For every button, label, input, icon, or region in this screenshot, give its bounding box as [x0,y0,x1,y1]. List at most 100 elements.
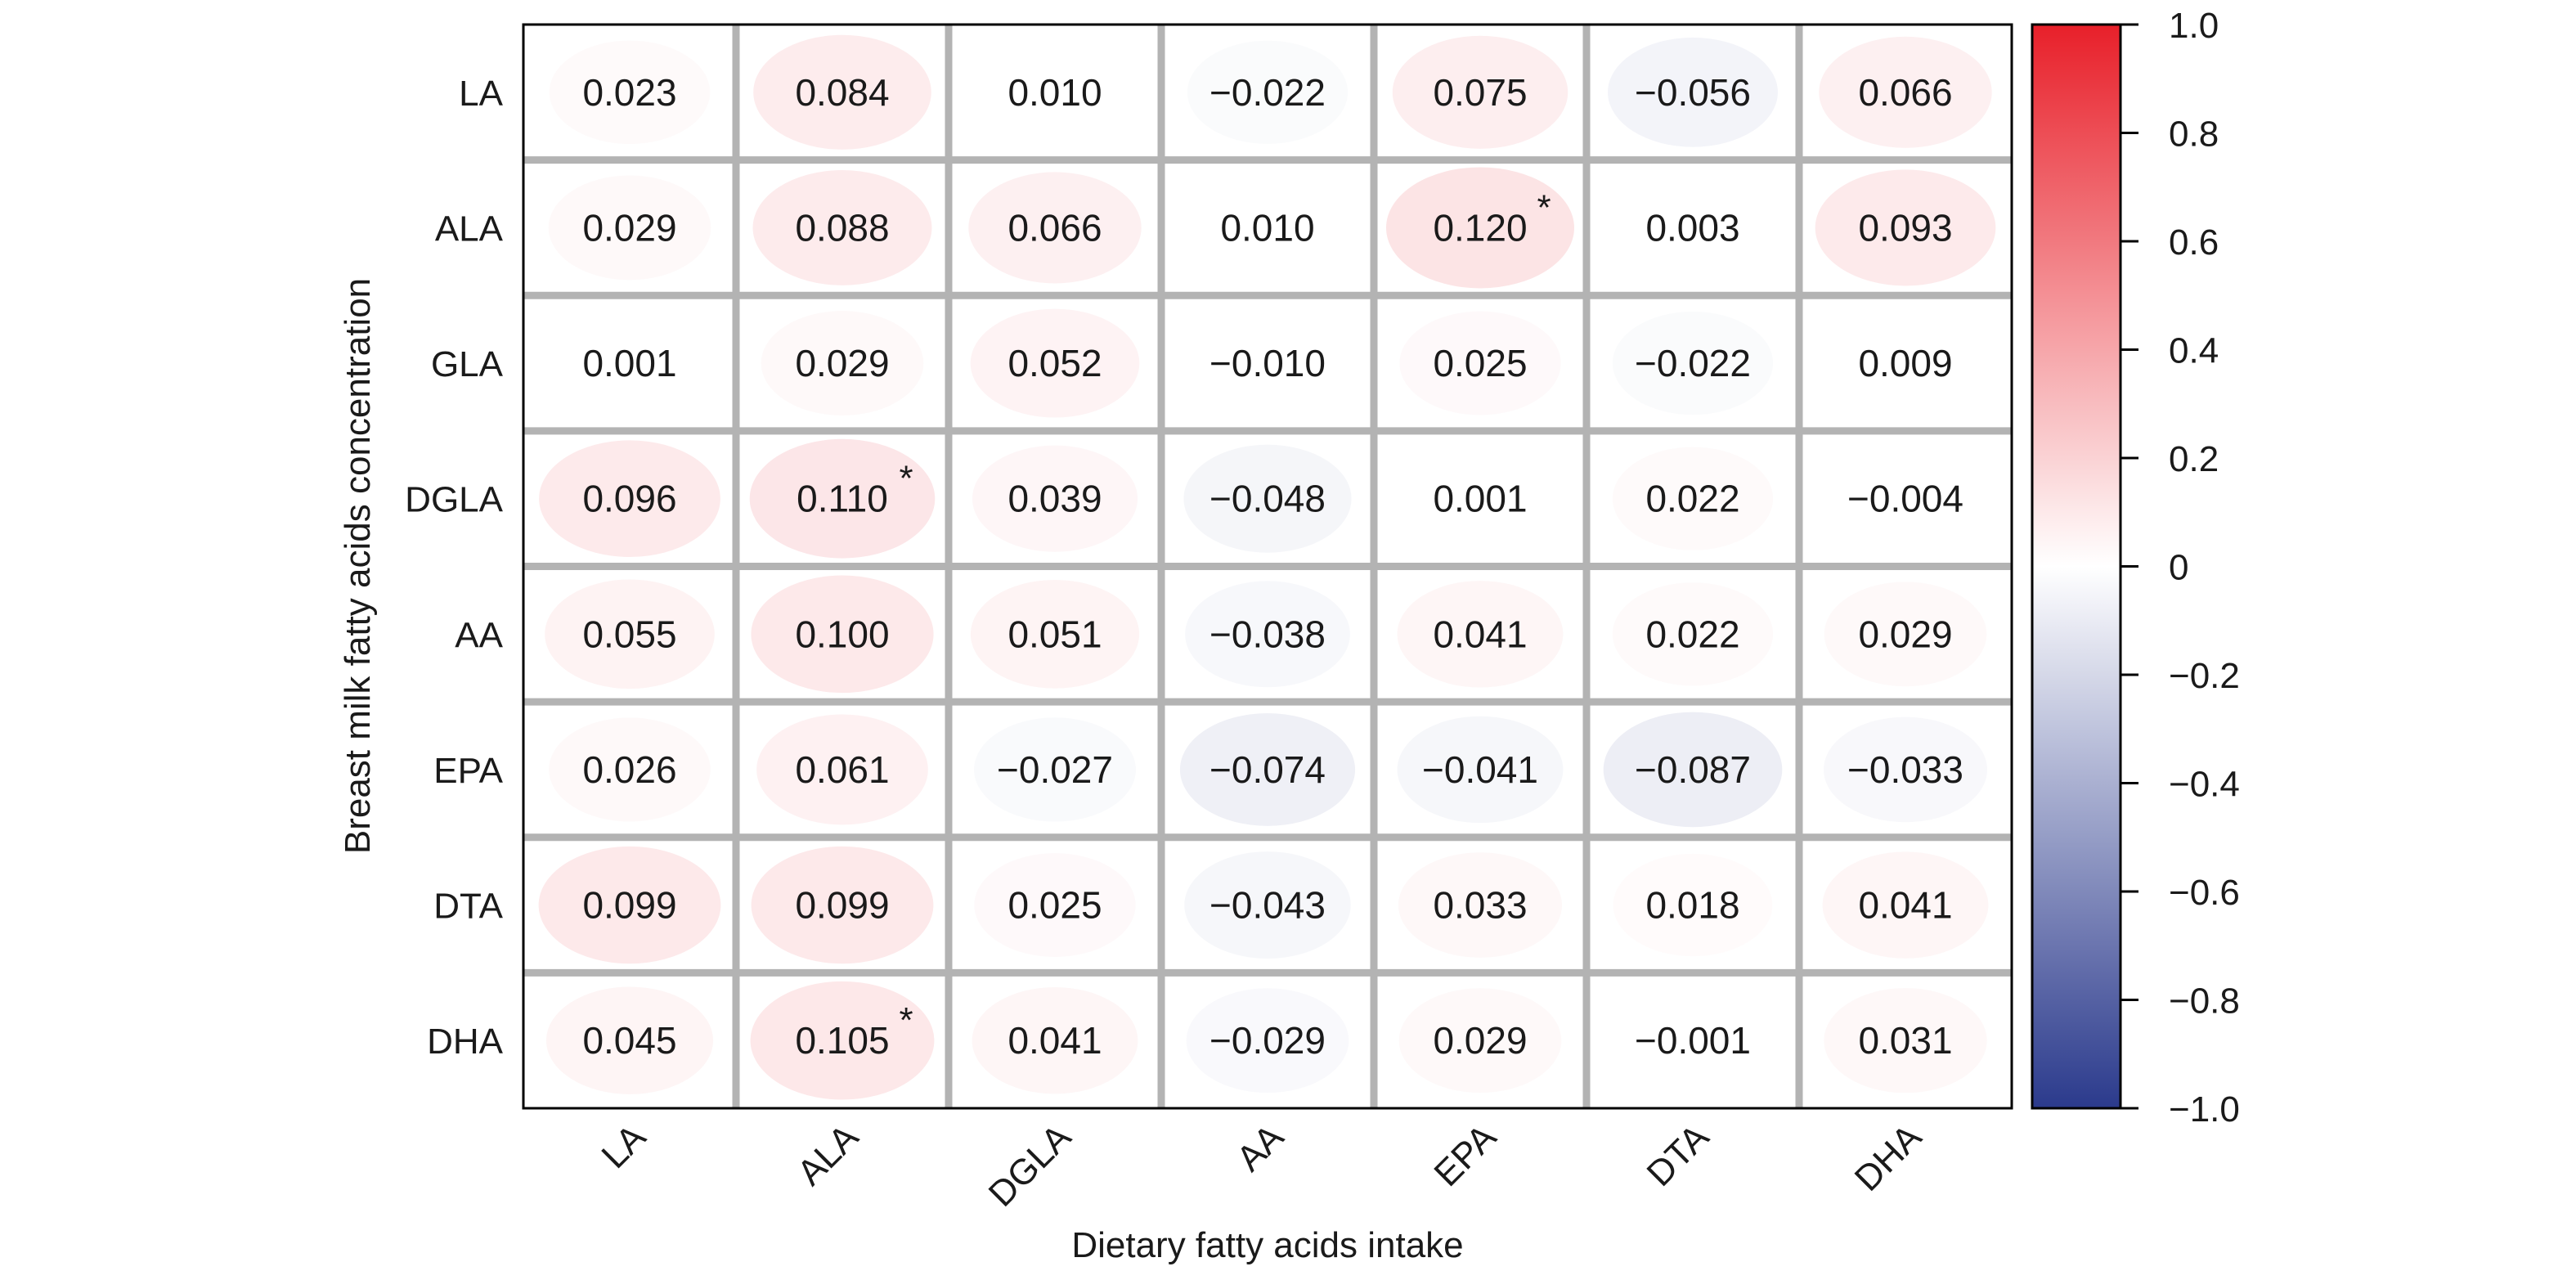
cell-ellipse [751,846,934,964]
cell-value-label: 0.029 [1433,1019,1527,1062]
cell-ellipse [1185,581,1350,688]
cell-ellipse [1822,851,1989,959]
cell-ellipse [549,717,711,822]
cell-ellipse [974,717,1136,822]
cell-value-label: 0.033 [1433,884,1527,927]
cell-ellipse [749,438,936,559]
significance-marker: * [1537,187,1551,227]
cell-value-label: 0.010 [1220,206,1314,249]
x-tick-label: DTA [1640,1116,1717,1194]
cell-value-label: 0.025 [1008,884,1102,927]
cell-ellipse [751,575,934,694]
cell-ellipse [756,714,928,825]
x-tick-label: LA [594,1116,653,1176]
x-tick-label: DGLA [981,1116,1079,1215]
cell-ellipse [970,579,1140,689]
color-scale-tick-label: −0.8 [2169,981,2240,1022]
cell-value-label: 0.001 [582,342,676,384]
cell-value-label: −0.001 [1635,1019,1751,1062]
cell-value-label: 0.029 [1858,613,1952,655]
x-tick-labels: LA ALA DGLA AA EPA DTA DHA [594,1116,1929,1215]
cell-ellipse [538,846,721,964]
cell-value-label: 0.022 [1645,613,1739,655]
cell-value-label: 0.093 [1858,206,1952,249]
cell-value-label: 0.029 [795,342,889,384]
cell-value-label: 0.061 [795,748,889,791]
x-tick-label: DHA [1847,1116,1930,1199]
cell-ellipse [972,986,1138,1094]
cell-ellipse [539,440,720,558]
cell-value-label: −0.022 [1635,342,1751,384]
cell-value-label: 0.031 [1858,1019,1952,1062]
cell-value-label: 0.099 [795,884,889,927]
cell-value-label: −0.056 [1635,71,1751,114]
y-tick-label: DHA [427,1022,504,1062]
y-tick-label: ALA [435,209,504,249]
cell-value-label: 0.022 [1645,478,1739,520]
cell-ellipse [545,579,715,689]
x-axis-label: Dietary fatty acids intake [1071,1225,1463,1265]
y-tick-label: AA [455,615,503,655]
cell-value-label: 0.025 [1433,342,1527,384]
cell-ellipse [970,308,1140,418]
cell-value-label: 0.001 [1433,478,1527,520]
cell-ellipse [545,986,714,1094]
cell-value-label: 0.075 [1433,71,1527,114]
cell-ellipse [1612,447,1774,550]
color-scale-tick-label: 0.4 [2169,331,2219,371]
cell-ellipse [968,172,1142,284]
color-scale-tick-label: 0.6 [2169,222,2219,263]
cell-value-label: 0.066 [1008,206,1102,249]
cell-ellipse [1179,713,1356,826]
cell-value-label: −0.038 [1209,613,1326,655]
cell-value-label: 0.026 [582,748,676,791]
y-tick-label: DTA [433,887,503,927]
cell-ellipse [1386,167,1574,289]
heatmap-cells: 0.023 0.084 0.010 −0.022 0.075 −0.056 0.066 0.0… [538,34,1996,1100]
cell-ellipse [1398,852,1562,958]
cell-value-label: 0.039 [1008,478,1102,520]
cell-ellipse [1612,582,1774,686]
color-scale-bar [2031,23,2122,1110]
cell-ellipse [1824,716,1987,823]
y-tick-label: LA [459,74,503,114]
cell-value-label: 0.023 [582,71,676,114]
significance-marker: * [899,459,913,499]
cell-ellipse [1186,988,1349,1094]
cell-value-label: −0.029 [1209,1019,1326,1062]
cell-ellipse [548,175,711,281]
cell-value-label: 0.110 [797,478,888,520]
cell-value-label: 0.120 [1433,206,1527,249]
cell-value-label: 0.096 [582,478,676,520]
cell-ellipse [1613,853,1773,957]
cell-ellipse [1603,712,1783,828]
cell-ellipse [1184,851,1351,959]
cell-value-label: −0.041 [1422,748,1538,791]
cell-ellipse [972,445,1138,552]
cell-value-label: −0.087 [1635,748,1751,791]
cell-value-label: −0.074 [1209,748,1326,791]
grid-lines [523,25,2012,1108]
cell-ellipse [1397,716,1564,824]
color-scale-tick-label: −0.4 [2169,765,2240,805]
cell-ellipse [1397,581,1564,688]
color-scale-tick-label: 1.0 [2169,6,2219,46]
cell-ellipse [1398,988,1562,1094]
color-scale-tick-label: −0.2 [2169,656,2240,696]
cell-value-label: 0.100 [795,613,889,655]
color-scale-tick-label: −1.0 [2169,1089,2240,1130]
cell-ellipse [549,40,711,145]
y-tick-labels: LA ALA GLA DGLA AA EPA DTA DHA [405,74,503,1062]
y-tick-label: DGLA [405,480,503,520]
cell-value-label: −0.033 [1847,748,1963,791]
cell-ellipse [1399,311,1561,415]
cell-value-label: 0.052 [1008,342,1102,384]
cell-value-label: 0.045 [582,1019,676,1062]
cell-value-label: 0.041 [1858,884,1952,927]
cell-ellipse [761,311,924,415]
cell-value-label: 0.066 [1858,71,1952,114]
cell-value-label: 0.010 [1008,71,1102,114]
cell-value-label: 0.009 [1858,342,1952,384]
cell-ellipse [1824,582,1987,687]
